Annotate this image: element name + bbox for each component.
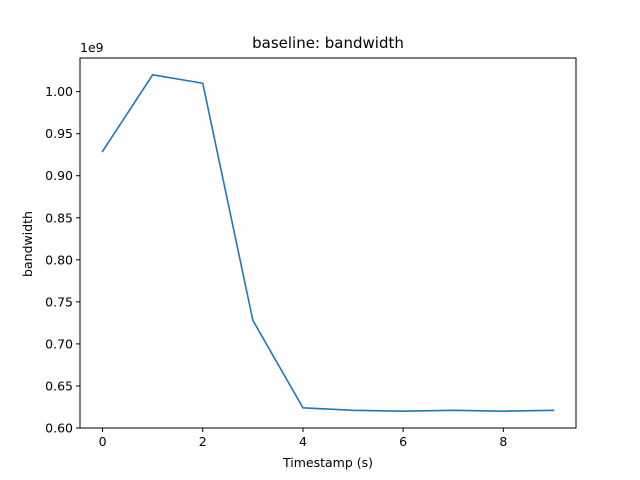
x-tick-label: 0 (99, 434, 107, 449)
chart-title: baseline: bandwidth (252, 34, 404, 52)
y-tick-label: 0.65 (45, 378, 73, 393)
y-tick-label: 0.85 (45, 210, 73, 225)
series-layer (101, 74, 555, 412)
y-tick-label: 0.70 (45, 336, 73, 351)
y-tick-label: 0.75 (45, 294, 73, 309)
x-axis-label: Timestamp (s) (282, 455, 373, 470)
y-tick-label: 0.80 (45, 252, 73, 267)
x-tick-label: 6 (399, 434, 407, 449)
series-line (101, 74, 555, 412)
y-tick-label: 0.95 (45, 126, 73, 141)
x-tick-label: 2 (199, 434, 207, 449)
y-axis-label: bandwidth (20, 211, 35, 277)
y-axis-offset-label: 1e9 (80, 40, 104, 55)
y-tick-label: 1.00 (45, 84, 73, 99)
y-tick-label: 0.90 (45, 168, 73, 183)
ticks-layer: 0 2 4 6 8 0.60 0.65 0.70 0.75 0.80 0.85 0.90 0.95 1.0… (45, 84, 507, 449)
plot-frame (79, 57, 577, 429)
y-tick-label: 0.60 (45, 421, 73, 436)
x-tick-label: 8 (499, 434, 507, 449)
x-tick-label: 4 (299, 434, 307, 449)
